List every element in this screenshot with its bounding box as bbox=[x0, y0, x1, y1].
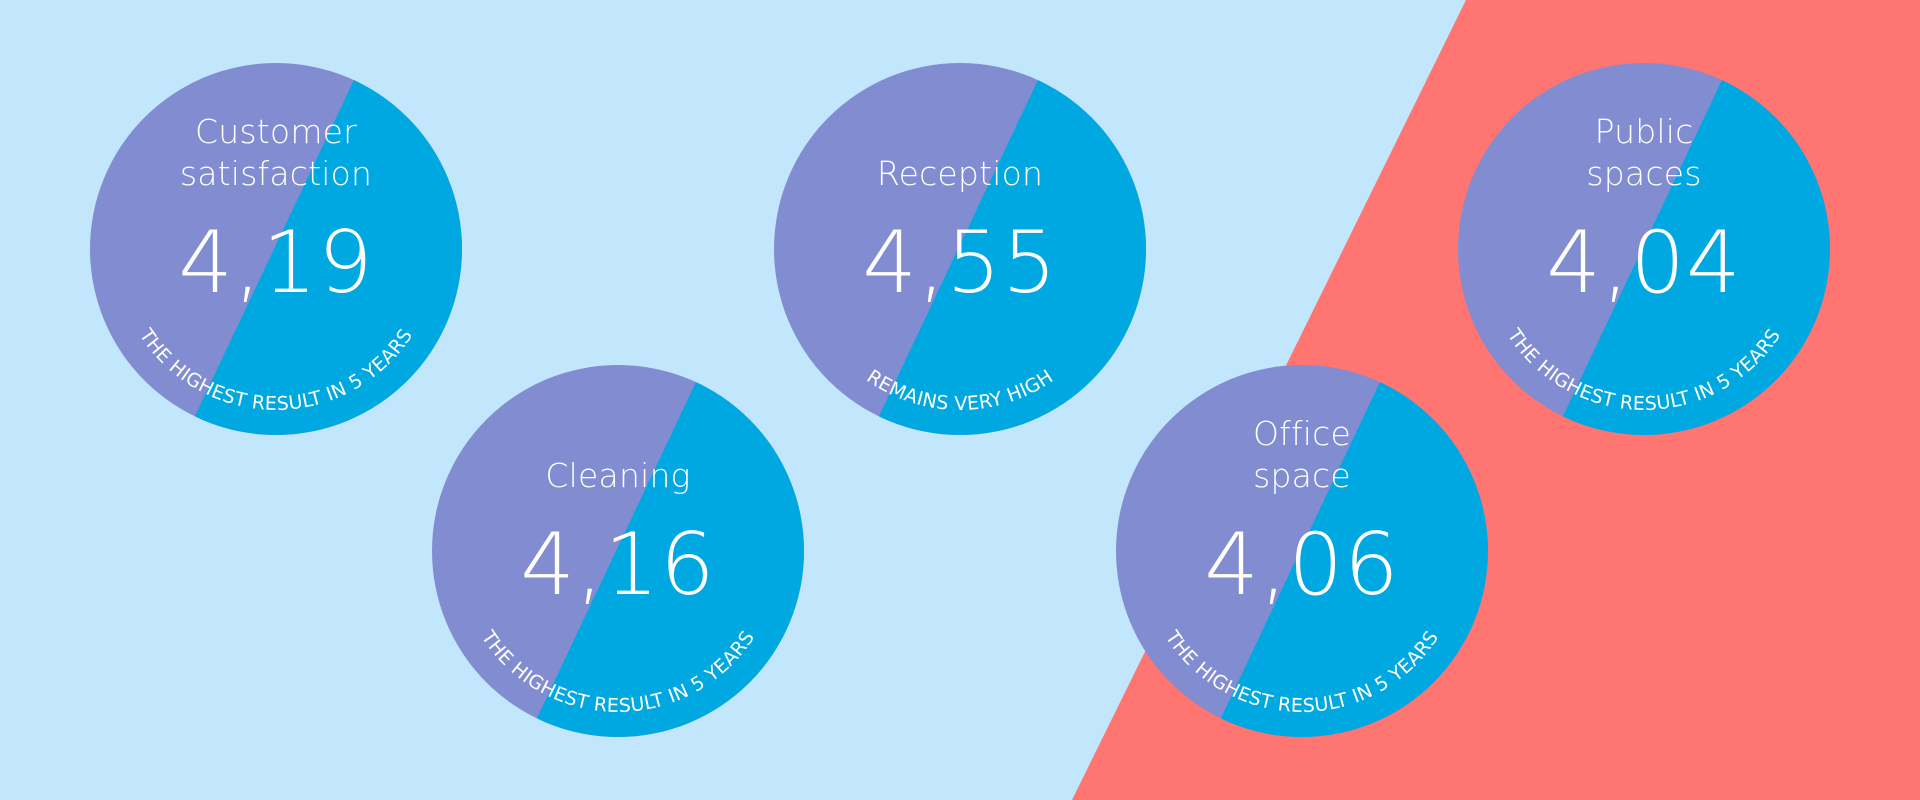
badge-title-line1: Office bbox=[1252, 414, 1352, 453]
badge-title-line1: Reception bbox=[876, 154, 1044, 193]
badge-value: 4,16 bbox=[520, 515, 716, 615]
badge-title: Reception bbox=[774, 153, 1146, 195]
badge-title-line2: spaces bbox=[1586, 154, 1702, 193]
badge-title: Public spaces bbox=[1458, 111, 1830, 195]
badge-right-half bbox=[528, 365, 804, 737]
badge-public-spaces: THE HIGHEST RESULT IN 5 YEARS Public spa… bbox=[1458, 63, 1830, 435]
badge-value: 4,19 bbox=[178, 213, 374, 313]
badge-office-space: THE HIGHEST RESULT IN 5 YEARS Office spa… bbox=[1116, 365, 1488, 737]
badge-right-half bbox=[186, 63, 462, 435]
badge-title: Customer satisfaction bbox=[90, 111, 462, 195]
badge-title-line1: Customer bbox=[195, 112, 357, 151]
badge-title-line2: space bbox=[1253, 456, 1351, 495]
badge-reception: REMAINS VERY HIGH Reception 4,55 bbox=[774, 63, 1146, 435]
badge-title-line1: Cleaning bbox=[545, 456, 691, 495]
badge-title: Cleaning bbox=[432, 455, 804, 497]
badge-right-half bbox=[1212, 365, 1488, 737]
badge-value: 4,55 bbox=[862, 213, 1058, 313]
badge-right-half bbox=[870, 63, 1146, 435]
badge-right-half bbox=[1554, 63, 1830, 435]
badge-title-line2: satisfaction bbox=[179, 154, 373, 193]
badge-customer-satisfaction: THE HIGHEST RESULT IN 5 YEARS Customer s… bbox=[90, 63, 462, 435]
badge-value: 4,04 bbox=[1546, 213, 1742, 313]
badge-title: Office space bbox=[1116, 413, 1488, 497]
badge-cleaning: THE HIGHEST RESULT IN 5 YEARS Cleaning 4… bbox=[432, 365, 804, 737]
badge-title-line1: Public bbox=[1594, 112, 1694, 151]
badge-value: 4,06 bbox=[1204, 515, 1400, 615]
